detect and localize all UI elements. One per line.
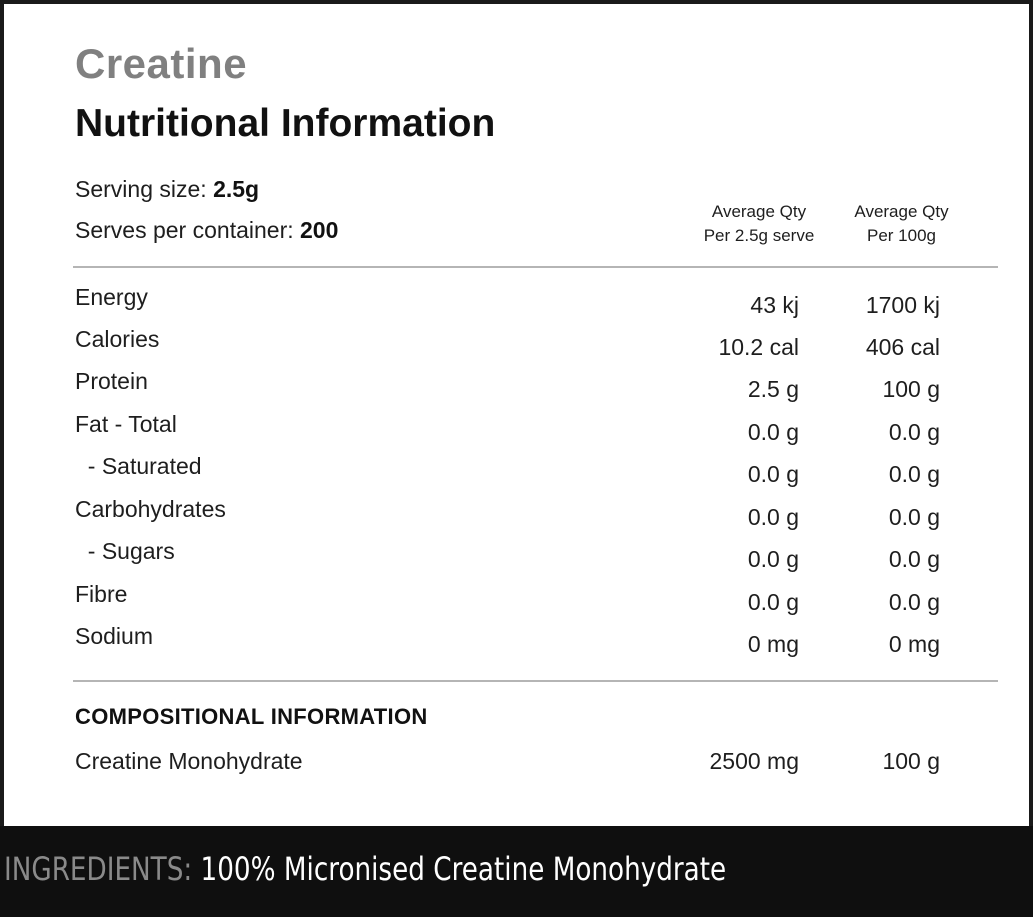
nutrient-name: Energy xyxy=(75,284,148,310)
product-name: Creatine xyxy=(75,40,248,87)
composition-row: Creatine Monohydrate 2500 mg 100 g xyxy=(4,748,1029,788)
column-header-per-100g-line1: Average Qty xyxy=(854,202,949,221)
nutrient-per-100g: 100 g xyxy=(882,376,940,402)
nutrient-per-serve: 2.5 g xyxy=(747,376,799,402)
nutrient-name: Sodium xyxy=(75,623,153,649)
nutrient-per-100g: 0.0 g xyxy=(888,504,940,530)
nutrient-per-serve: 0.0 g xyxy=(747,546,799,572)
nutrient-per-100g: 406 cal xyxy=(865,334,940,360)
serving-size-value: 2.5g xyxy=(213,176,260,202)
nutrient-per-serve: 0.0 g xyxy=(747,589,799,615)
nutrient-row: - Sugars 0.0 g 0.0 g xyxy=(4,538,1029,580)
ingredients-label: INGREDIENTS: xyxy=(4,850,193,888)
nutrient-per-100g: 0 mg xyxy=(888,631,940,657)
column-header-per-100g: Average Qty Per 100g xyxy=(834,200,969,248)
nutrient-name: Calories xyxy=(75,326,160,352)
nutrient-row: Fibre 0.0 g 0.0 g xyxy=(4,581,1029,623)
serves-per-container-label: Serves per container: xyxy=(75,217,294,243)
nutrient-row: Carbohydrates 0.0 g 0.0 g xyxy=(4,496,1029,538)
column-header-per-serve-line1: Average Qty xyxy=(711,202,807,221)
ingredients-line: INGREDIENTS: 100% Micronised Creatine Mo… xyxy=(4,850,726,888)
divider xyxy=(73,680,998,682)
nutrient-row: Sodium 0 mg 0 mg xyxy=(4,623,1029,665)
column-header-per-100g-line2: Per 100g xyxy=(867,226,936,245)
serves-per-container-value: 200 xyxy=(300,217,339,243)
nutrient-per-100g: 0.0 g xyxy=(888,419,940,445)
nutrient-per-serve: 43 kj xyxy=(750,292,799,318)
nutrient-per-serve: 10.2 cal xyxy=(718,334,799,360)
divider xyxy=(73,266,998,268)
nutrient-row: Fat - Total 0.0 g 0.0 g xyxy=(4,411,1029,453)
nutrient-name: Protein xyxy=(75,368,148,394)
nutrient-per-100g: 1700 kj xyxy=(865,292,940,318)
column-header-per-serve: Average Qty Per 2.5g serve xyxy=(684,200,834,248)
nutrient-per-serve: 0.0 g xyxy=(747,504,799,530)
nutrient-per-100g: 0.0 g xyxy=(888,461,940,487)
nutrient-name: - Sugars xyxy=(75,538,175,564)
composition-heading: COMPOSITIONAL INFORMATION xyxy=(75,704,428,729)
nutrient-per-100g: 0.0 g xyxy=(888,546,940,572)
nutrient-name: - Saturated xyxy=(75,453,202,479)
nutrient-per-100g: 0.0 g xyxy=(888,589,940,615)
panel-title: Nutritional Information xyxy=(75,102,496,145)
composition-per-100g: 100 g xyxy=(882,748,940,774)
serving-size-label: Serving size: xyxy=(75,176,207,202)
nutrient-per-serve: 0.0 g xyxy=(747,419,799,445)
composition-name: Creatine Monohydrate xyxy=(75,748,303,774)
ingredients-text: 100% Micronised Creatine Monohydrate xyxy=(192,850,727,888)
nutrient-per-serve: 0.0 g xyxy=(747,461,799,487)
nutrient-name: Fibre xyxy=(75,581,128,607)
nutrient-row: Calories 10.2 cal 406 cal xyxy=(4,326,1029,368)
nutrient-name: Fat - Total xyxy=(75,411,177,437)
nutrition-panel: Creatine Nutritional Information Serving… xyxy=(4,4,1029,826)
nutrient-name: Carbohydrates xyxy=(75,496,226,522)
nutrient-row: Protein 2.5 g 100 g xyxy=(4,368,1029,410)
composition-per-serve: 2500 mg xyxy=(709,748,799,774)
column-header-per-serve-line2: Per 2.5g serve xyxy=(703,226,815,245)
nutrient-per-serve: 0 mg xyxy=(747,631,799,657)
nutrient-row: - Saturated 0.0 g 0.0 g xyxy=(4,453,1029,495)
serving-size: Serving size: 2.5g xyxy=(75,176,259,203)
ingredients-bar: INGREDIENTS: 100% Micronised Creatine Mo… xyxy=(0,826,1033,917)
nutrient-row: Energy 43 kj 1700 kj xyxy=(4,284,1029,326)
serves-per-container: Serves per container: 200 xyxy=(75,217,338,244)
